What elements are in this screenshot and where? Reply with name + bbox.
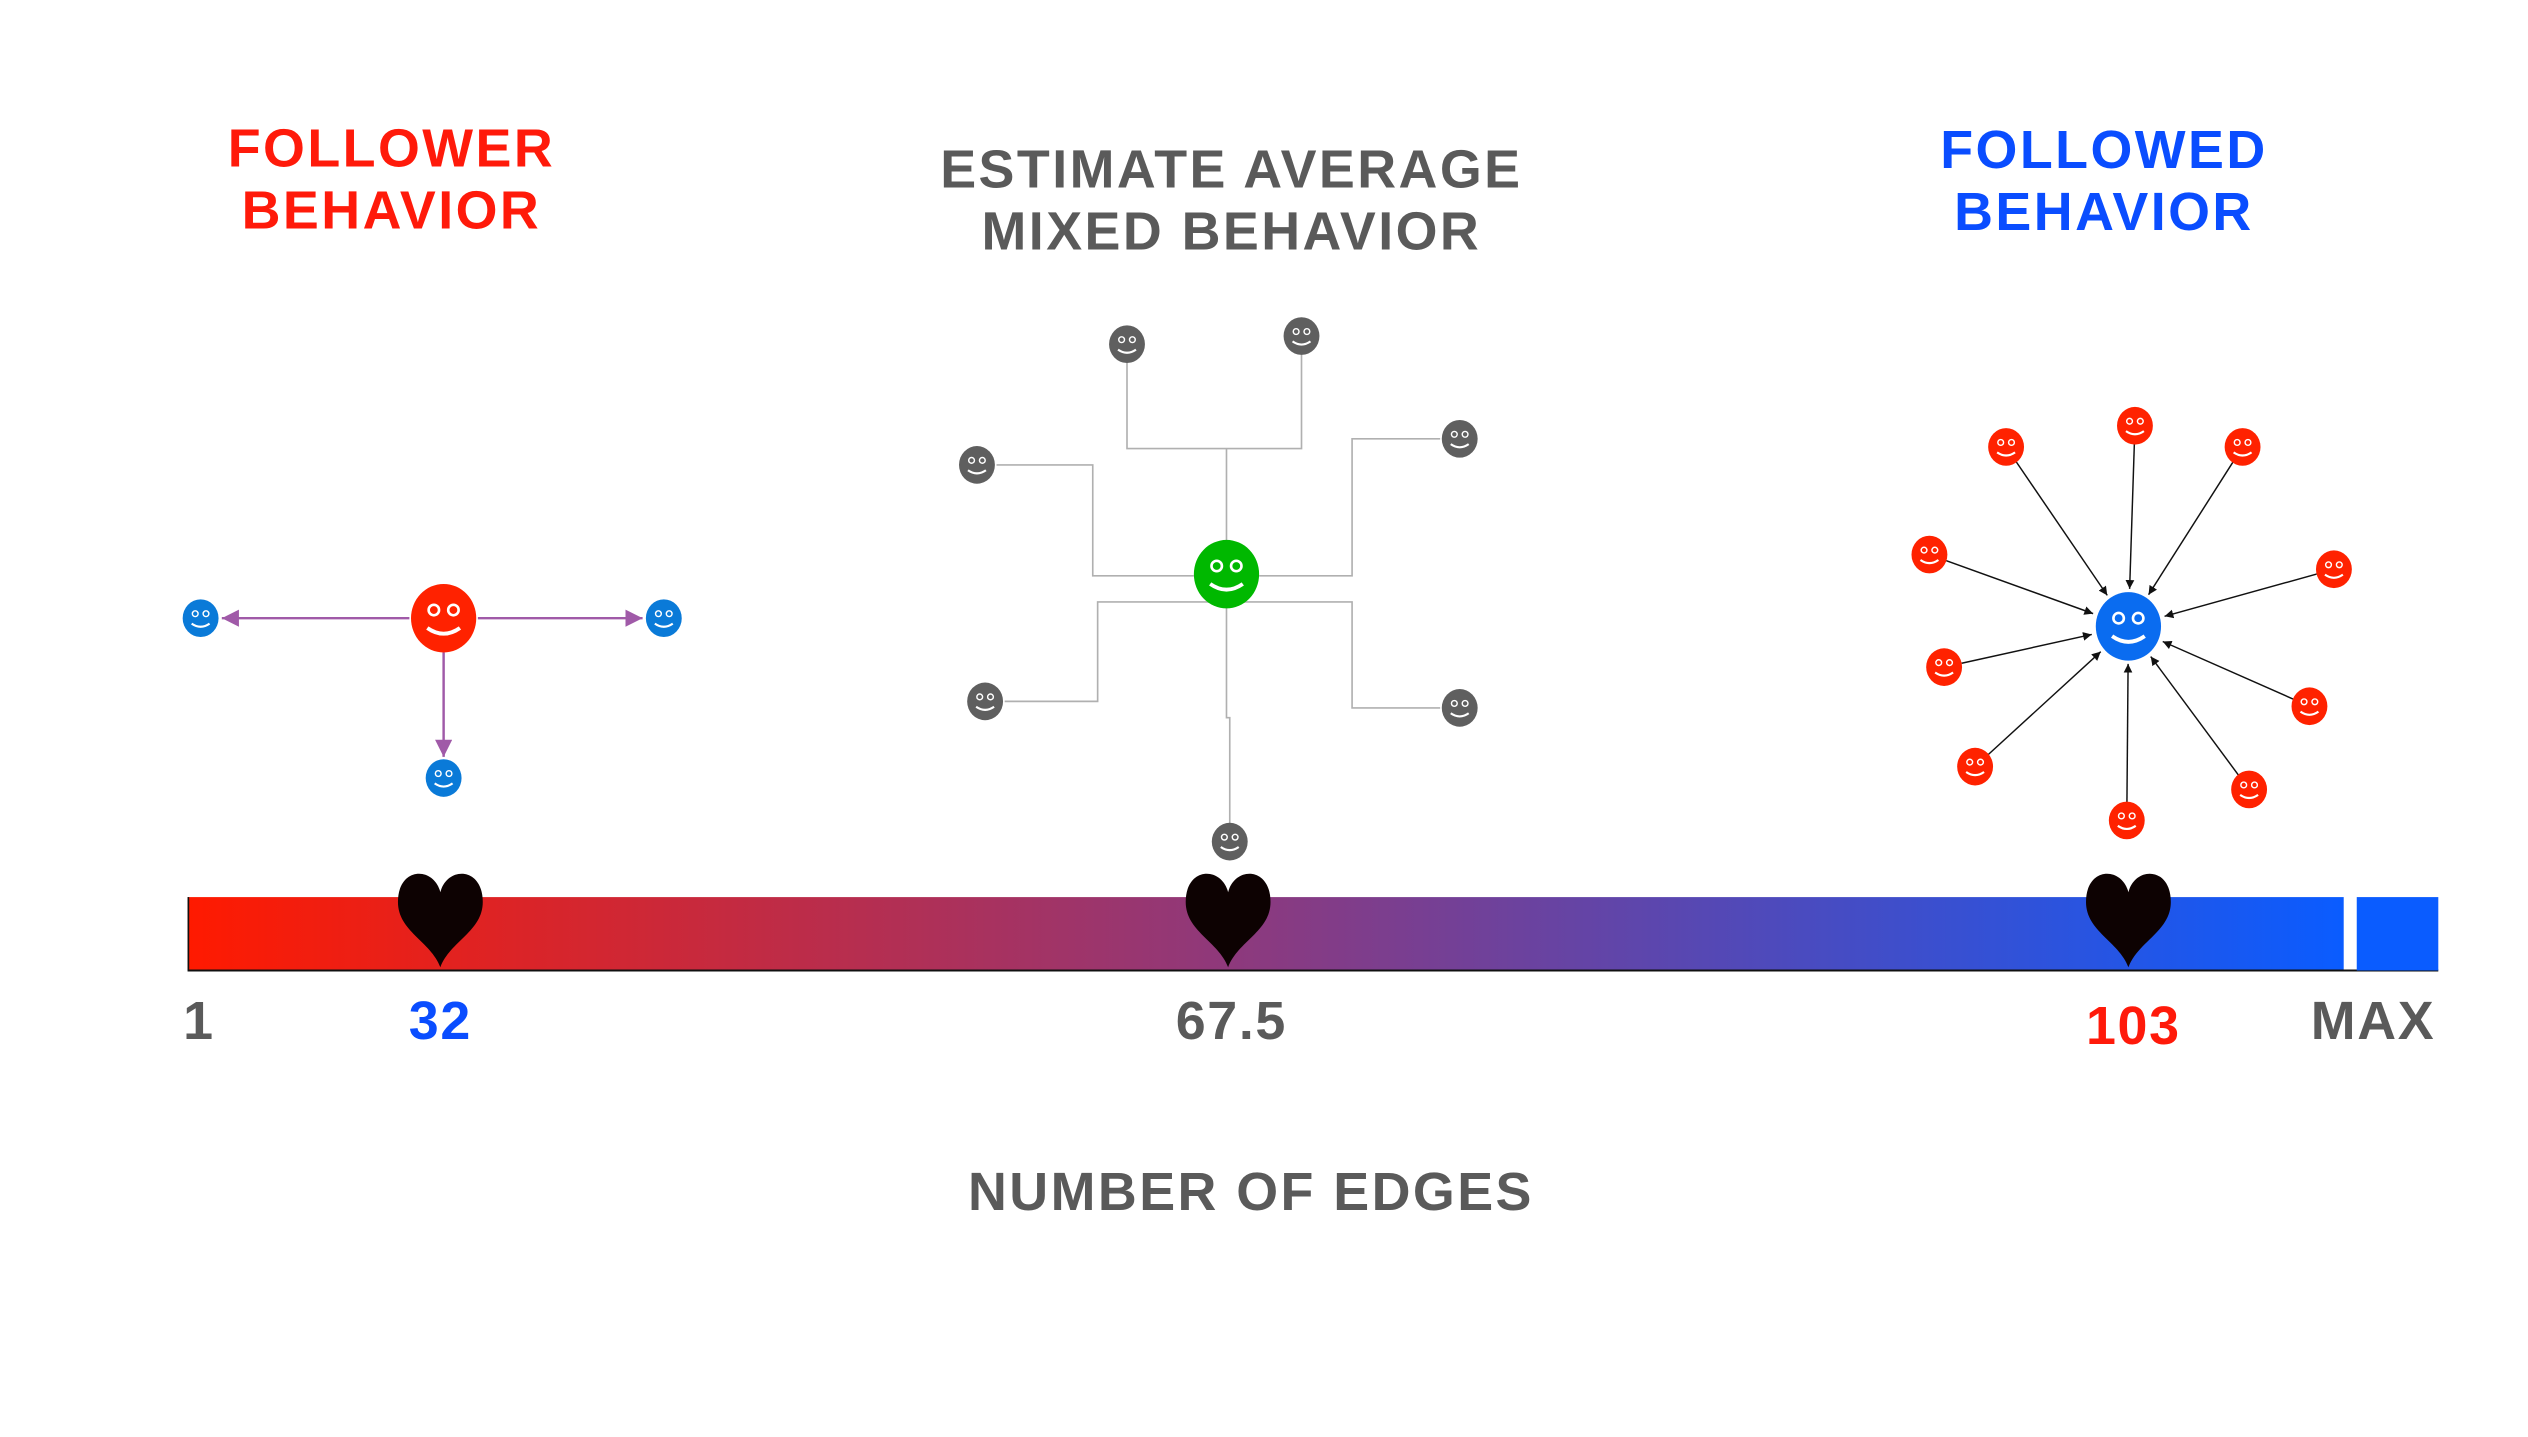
followed-edge (2162, 640, 2294, 700)
smiley-icon (2224, 428, 2261, 466)
smiley-icon (1911, 535, 1948, 574)
mixed-neighbor-node (959, 446, 995, 484)
followed-edge (2125, 443, 2136, 589)
tick-label: 103 (2086, 996, 2181, 1056)
smiley-icon (2116, 406, 2153, 445)
followed-edge (1987, 651, 2102, 756)
smiley-icon (1441, 419, 1478, 458)
smiley-icon (1211, 822, 1248, 861)
max-segment (2356, 897, 2439, 971)
follower-node (2231, 770, 2268, 809)
followed-edge (1961, 632, 2092, 664)
mixed-neighbor-node (967, 682, 1004, 721)
tick-label: 67.5 (1176, 991, 1287, 1051)
graph-nodes (182, 317, 2352, 861)
followed-edge (2150, 656, 2240, 776)
mixed-edge (996, 464, 1194, 577)
mixed-neighbor-node (1441, 689, 1478, 727)
heart-icon (397, 873, 483, 968)
smiley-icon (1283, 317, 1320, 355)
smiley-icon (2315, 550, 2352, 589)
graph-edges (221, 353, 2317, 824)
follower-node (2224, 428, 2261, 466)
follower-center-node (411, 583, 477, 653)
smiley-icon (2231, 770, 2268, 809)
followed-node (645, 599, 682, 638)
smiley-icon (645, 599, 682, 638)
smiley-icon (1988, 428, 2025, 466)
smiley-icon (2108, 801, 2145, 840)
follower-node (2108, 801, 2145, 840)
mixed-neighbor-node (1441, 419, 1478, 458)
mixed-neighbor-node (1109, 325, 1145, 364)
follower-node (2291, 687, 2328, 726)
follower-node (2116, 406, 2153, 445)
follower-node (1911, 535, 1948, 574)
followed-node (425, 759, 462, 797)
axis-label: NUMBER OF EDGES (968, 1162, 1534, 1222)
followed-center-node (2095, 592, 2162, 661)
mixed-behavior-title: ESTIMATE AVERAGE MIXED BEHAVIOR (940, 140, 1522, 262)
mixed-edge (1225, 606, 1231, 824)
edge-count-scale: 1 32 67.5 103 MAX (183, 873, 2439, 1056)
follower-node (1988, 428, 2025, 466)
follower-node (1957, 747, 1994, 786)
mixed-neighbor-node (1283, 317, 1320, 355)
followed-node (182, 599, 219, 638)
mixed-center-node (1193, 539, 1260, 609)
followed-behavior-title: FOLLOWED BEHAVIOR (1940, 120, 2267, 242)
follower-behavior-title: FOLLOWER BEHAVIOR (228, 118, 555, 240)
smiley-icon (1193, 539, 1260, 609)
smiley-icon (182, 599, 219, 638)
followed-edge (2164, 573, 2317, 619)
mixed-edge (1004, 601, 1227, 703)
mixed-edge (1226, 601, 1441, 709)
followed-edge (2015, 461, 2108, 596)
tick-label: 32 (409, 991, 472, 1051)
followed-edge (1946, 559, 2094, 615)
mixed-edge (1259, 437, 1441, 577)
tick-label: 1 (183, 991, 215, 1051)
smiley-icon (1109, 325, 1145, 364)
smiley-icon (425, 759, 462, 797)
heart-icon (2086, 873, 2171, 968)
follower-node (2315, 550, 2352, 589)
smiley-icon (411, 583, 477, 653)
followed-edge (2123, 663, 2133, 803)
follower-node (1926, 648, 1963, 686)
smiley-icon (967, 682, 1004, 721)
smiley-icon (1926, 648, 1963, 686)
followed-edge (2147, 461, 2234, 596)
heart-icon (1185, 873, 1271, 968)
smiley-icon (2291, 687, 2328, 726)
smiley-icon (959, 446, 995, 484)
smiley-icon (2095, 592, 2162, 661)
mixed-neighbor-node (1211, 822, 1248, 861)
smiley-icon (1957, 747, 1994, 786)
mixed-edge (1126, 353, 1303, 450)
smiley-icon (1441, 689, 1478, 727)
tick-label: MAX (2311, 991, 2435, 1051)
